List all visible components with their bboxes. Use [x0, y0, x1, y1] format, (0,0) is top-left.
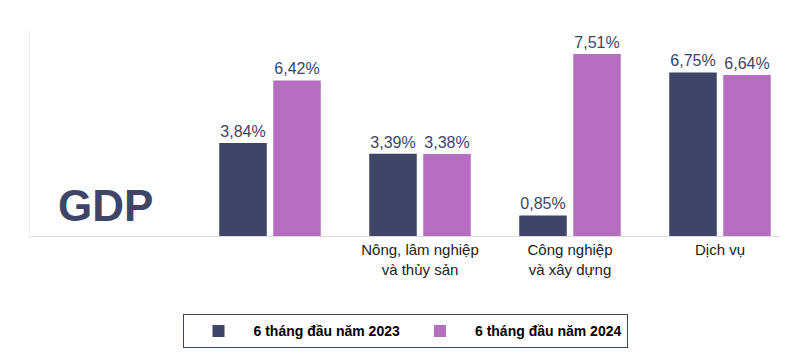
svg-text:Công nghiệpvà xây dựng: Công nghiệpvà xây dựng [527, 241, 612, 278]
svg-text:GDP: GDP [58, 181, 153, 230]
svg-text:6,42%: 6,42% [274, 60, 319, 77]
svg-text:3,38%: 3,38% [424, 134, 469, 151]
svg-text:3,39%: 3,39% [370, 134, 415, 151]
svg-text:6 tháng đầu năm 2023: 6 tháng đầu năm 2023 [254, 323, 400, 339]
svg-text:7,51%: 7,51% [574, 34, 619, 51]
svg-text:6 tháng đầu năm 2024: 6 tháng đầu năm 2024 [475, 323, 621, 339]
svg-text:Nông, lâm nghiệpvà thủy sản: Nông, lâm nghiệpvà thủy sản [361, 241, 479, 278]
svg-text:0,85%: 0,85% [520, 195, 565, 212]
svg-text:Dịch vụ: Dịch vụ [695, 241, 745, 258]
svg-text:6,64%: 6,64% [724, 55, 769, 72]
svg-text:6,75%: 6,75% [670, 52, 715, 69]
svg-text:3,84%: 3,84% [220, 123, 265, 140]
